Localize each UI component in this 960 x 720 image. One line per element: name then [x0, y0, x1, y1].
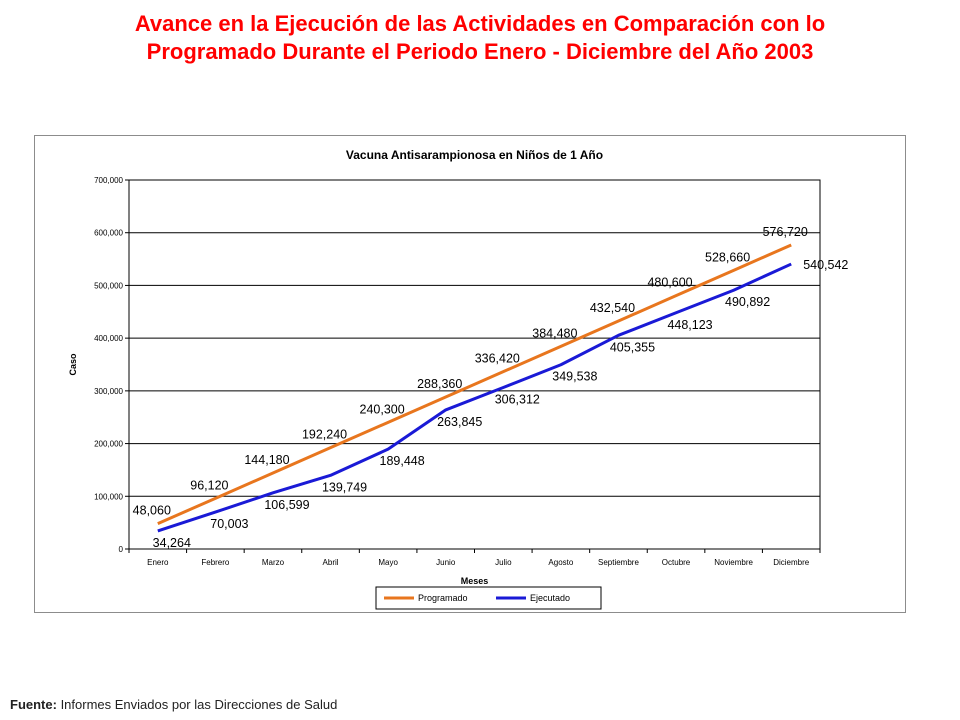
data-label: 34,264: [153, 536, 191, 550]
x-tick-label: Julio: [495, 558, 512, 567]
data-label: 192,240: [302, 428, 347, 442]
source-text: Informes Enviados por las Direcciones de…: [56, 697, 338, 712]
data-label: 306,312: [495, 393, 540, 407]
source-label: Fuente:: [10, 697, 57, 712]
legend-box: [375, 586, 602, 610]
y-tick-label: 0: [119, 545, 124, 554]
x-tick-label: Noviembre: [714, 558, 753, 567]
legend-label: Programado: [418, 593, 468, 603]
y-tick-label: 700,000: [94, 176, 123, 185]
x-tick-label: Marzo: [262, 558, 285, 567]
data-label: 336,420: [475, 352, 520, 366]
data-label: 263,845: [437, 415, 482, 429]
data-label: 189,448: [380, 454, 425, 468]
chart-title: Vacuna Antisarampionosa en Niños de 1 Añ…: [346, 148, 603, 162]
y-tick-label: 200,000: [94, 440, 123, 449]
data-label: 576,720: [763, 225, 808, 239]
data-label: 70,003: [210, 517, 248, 531]
x-tick-label: Junio: [436, 558, 456, 567]
slide-title-line1: Avance en la Ejecución de las Actividade…: [134, 11, 826, 36]
legend-label: Ejecutado: [530, 593, 570, 603]
x-tick-label: Agosto: [548, 558, 573, 567]
x-tick-label: Diciembre: [773, 558, 810, 567]
data-label: 106,599: [264, 498, 309, 512]
y-tick-label: 100,000: [94, 492, 123, 501]
y-tick-label: 500,000: [94, 281, 123, 290]
y-tick-label: 600,000: [94, 229, 123, 238]
chart-frame: [34, 135, 906, 613]
data-label: 540,542: [803, 258, 848, 272]
data-label: 144,180: [244, 453, 289, 467]
line-chart: Vacuna Antisarampionosa en Niños de 1 Añ…: [68, 148, 848, 610]
data-label: 240,300: [360, 402, 405, 416]
data-label: 384,480: [532, 326, 577, 340]
source-footer: Fuente: Informes Enviados por las Direcc…: [10, 697, 337, 712]
data-label: 48,060: [133, 504, 171, 518]
series-line-ejecutado: [157, 262, 792, 533]
data-label: 349,538: [552, 370, 597, 384]
x-tick-label: Abril: [323, 558, 339, 567]
data-label: 288,360: [417, 377, 462, 391]
y-tick-label: 300,000: [94, 387, 123, 396]
data-label: 448,123: [667, 318, 712, 332]
data-label: 405,355: [610, 340, 655, 354]
x-tick-label: Mayo: [378, 558, 398, 567]
y-axis-label: Caso: [68, 353, 78, 376]
slide-title-line2: Programado Durante el Periodo Enero - Di…: [146, 39, 814, 64]
series-line-programado: [157, 243, 792, 526]
x-axis-label: Meses: [461, 576, 489, 586]
data-label: 432,540: [590, 301, 635, 315]
data-label: 139,749: [322, 480, 367, 494]
x-tick-label: Octubre: [662, 558, 691, 567]
data-label: 490,892: [725, 295, 770, 309]
slide-title: Avance en la Ejecución de las Actividade…: [40, 10, 920, 66]
data-label: 96,120: [190, 478, 228, 492]
data-label: 480,600: [647, 276, 692, 290]
y-tick-label: 400,000: [94, 334, 123, 343]
x-tick-label: Enero: [147, 558, 169, 567]
data-label: 528,660: [705, 250, 750, 264]
x-tick-label: Septiembre: [598, 558, 639, 567]
x-tick-label: Febrero: [201, 558, 230, 567]
